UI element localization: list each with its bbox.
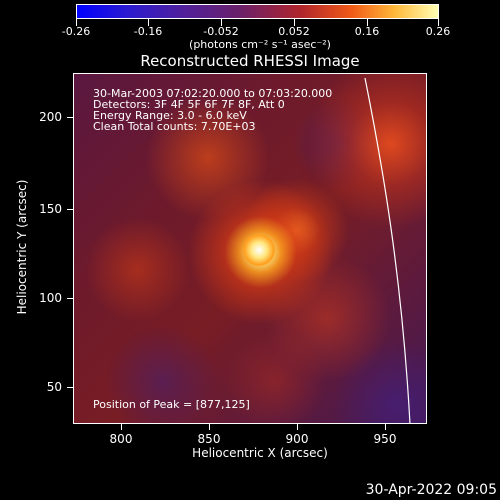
y-axis-tick-label: 150 [39,202,62,216]
y-axis-tick [67,298,73,299]
x-axis-tick-label: 900 [285,432,309,446]
colorbar [76,4,439,19]
energy-range-line: Energy Range: 3.0 - 6.0 keV [93,109,247,122]
y-axis-title: Heliocentric Y (arcsec) [15,179,29,315]
y-axis-tick-label: 200 [39,110,62,124]
colorbar-tick [294,19,295,26]
colorbar-tick [367,19,368,26]
colorbar-tick-label: -0.16 [133,25,163,38]
colorbar-tick [148,19,149,26]
x-axis-tick-label: 800 [109,432,133,446]
colorbar-tick-label: 0.16 [354,25,380,38]
colorbar-tick [438,19,439,26]
colorbar-tick-label: -0.26 [61,25,91,38]
y-axis-tick-label: 100 [39,291,62,305]
x-axis-tick-label: 950 [373,432,397,446]
observation-time: 30-Mar-2003 07:02:20.000 to 07:03:20.000 [93,87,333,100]
x-axis-tick [297,424,298,430]
plot-title: Reconstructed RHESSI Image [140,52,360,70]
x-axis-tick [385,424,386,430]
x-axis-title: Heliocentric X (arcsec) [192,446,328,460]
colorbar-tick-label: 0.26 [425,25,451,38]
colorbar-tick-label: 0.052 [278,25,310,38]
colorbar-tick-label: -0.052 [203,25,239,38]
x-axis-tick-label: 850 [197,432,221,446]
colorbar-tick [221,19,222,26]
clean-counts-line: Clean Total counts: 7.70E+03 [93,120,256,133]
detectors-line: Detectors: 3F 4F 5F 6F 7F 8F, Att 0 [93,98,285,111]
peak-position: Position of Peak = [877,125] [93,398,250,411]
x-axis-tick [121,424,122,430]
y-axis-tick [67,387,73,388]
y-axis-tick [67,209,73,210]
x-axis-tick [209,424,210,430]
peak-source [243,234,275,266]
colorbar-tick [76,19,77,26]
y-axis-tick [67,117,73,118]
y-axis-tick-label: 50 [46,380,62,394]
colorbar-units: (photons cm⁻² s⁻¹ asec⁻²) [189,38,331,51]
timestamp-footer: 30-Apr-2022 09:05 [365,482,497,498]
